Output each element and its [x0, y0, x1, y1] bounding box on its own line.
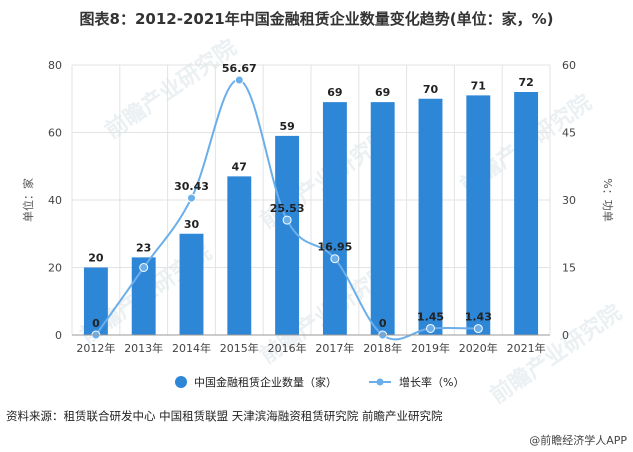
x-tick-label: 2017年 — [315, 341, 354, 355]
line-point — [282, 215, 292, 225]
x-tick-label: 2015年 — [220, 341, 259, 355]
bar — [322, 102, 347, 335]
y-left-tick-label: 60 — [48, 127, 62, 140]
axes: 0 20 40 60 80 0 15 30 45 60 2012年 2013年 2014年 2015年 20… — [21, 59, 614, 355]
bar-series: 20 23 30 47 59 69 69 70 71 72 — [83, 76, 539, 335]
bar-value-label: 69 — [327, 86, 342, 99]
bar — [227, 176, 252, 335]
bar-value-label: 47 — [232, 160, 247, 173]
y-left-tick-label: 40 — [48, 194, 62, 207]
growth-line — [95, 78, 479, 341]
credit: @前瞻经济学人APP — [529, 434, 627, 447]
bar — [83, 267, 108, 335]
y-right-axis-label: %：功单 — [601, 178, 614, 221]
x-tick-label: 2016年 — [268, 341, 307, 355]
bar-value-label: 71 — [471, 79, 486, 92]
line-point — [426, 323, 435, 333]
line-value-label: 0 — [379, 317, 387, 330]
x-tick-label: 2019年 — [411, 341, 450, 355]
line-value-label: 56.67 — [222, 62, 257, 75]
line-value-label: 30.43 — [174, 180, 209, 193]
y-left-tick-label: 0 — [55, 329, 62, 342]
legend-line-marker — [376, 378, 384, 386]
legend-line-label: 增长率（%） — [399, 375, 464, 389]
legend-bar-label: 中国金融租赁企业数量（家） — [194, 375, 337, 389]
line-series: 0 30.43 56.67 25.53 16.95 0 1.45 1.43 — [91, 62, 492, 341]
x-tick-label: 2012年 — [76, 341, 115, 355]
bar-value-label: 30 — [184, 218, 200, 231]
bar — [514, 92, 539, 335]
bar — [418, 98, 443, 335]
legend-bar-swatch — [175, 376, 187, 388]
bar-value-label: 20 — [88, 252, 104, 265]
y-left-axis-label: 单位：家 — [21, 178, 35, 222]
line-point — [330, 254, 340, 264]
y-right-tick-label: 0 — [562, 329, 569, 342]
x-tick-label: 2018年 — [363, 341, 402, 355]
y-right-tick-label: 60 — [562, 59, 576, 72]
bar-value-label: 72 — [518, 76, 533, 89]
watermark-text: 前瞻产业研究院 — [100, 34, 241, 144]
grid-lines — [71, 64, 551, 335]
line-point — [234, 75, 244, 85]
y-right-tick-label: 15 — [562, 262, 576, 275]
bar-value-label: 59 — [279, 120, 294, 133]
line-value-label: 1.45 — [417, 310, 444, 323]
source-note: 资料来源：租赁联合研发中心 中国租赁联盟 天津滨海融资租赁研究院 前瞻产业研究院 — [6, 409, 443, 423]
y-right-tick-label: 45 — [562, 127, 576, 140]
y-left-tick-label: 80 — [48, 59, 62, 72]
line-value-label: 1.43 — [465, 311, 492, 324]
y-left-tick-label: 20 — [48, 262, 62, 275]
bar — [179, 233, 204, 335]
bar — [466, 95, 491, 335]
line-value-label: 16.95 — [318, 241, 353, 254]
legend: 中国金融租赁企业数量（家） 增长率（%） — [175, 375, 464, 389]
bar-value-label: 69 — [375, 86, 390, 99]
line-point — [473, 324, 483, 334]
bar-value-label: 23 — [136, 241, 151, 254]
bar — [370, 102, 395, 335]
line-value-label: 25.53 — [270, 202, 305, 215]
chart-title: 图表8：2012-2021年中国金融租赁企业数量变化趋势(单位：家，%) — [79, 10, 554, 28]
x-tick-label: 2013年 — [124, 341, 163, 355]
bar — [275, 135, 300, 335]
x-tick-label: 2020年 — [459, 341, 498, 355]
line-point — [187, 193, 196, 203]
line-point — [139, 263, 149, 272]
bar-value-label: 70 — [423, 83, 439, 96]
y-right-tick-label: 30 — [562, 194, 576, 207]
line-value-label: 0 — [92, 317, 100, 330]
x-tick-label: 2014年 — [172, 341, 211, 355]
x-tick-label: 2021年 — [507, 341, 546, 355]
